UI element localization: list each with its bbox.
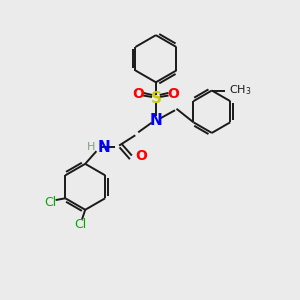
Text: O: O (168, 87, 179, 101)
Text: N: N (98, 140, 110, 154)
Text: Cl: Cl (44, 196, 57, 209)
Text: CH$_3$: CH$_3$ (229, 84, 251, 98)
Text: O: O (135, 149, 147, 163)
Text: H: H (87, 142, 95, 152)
Text: S: S (150, 91, 161, 106)
Text: O: O (132, 87, 144, 101)
Text: Cl: Cl (75, 218, 87, 231)
Text: N: N (149, 113, 162, 128)
